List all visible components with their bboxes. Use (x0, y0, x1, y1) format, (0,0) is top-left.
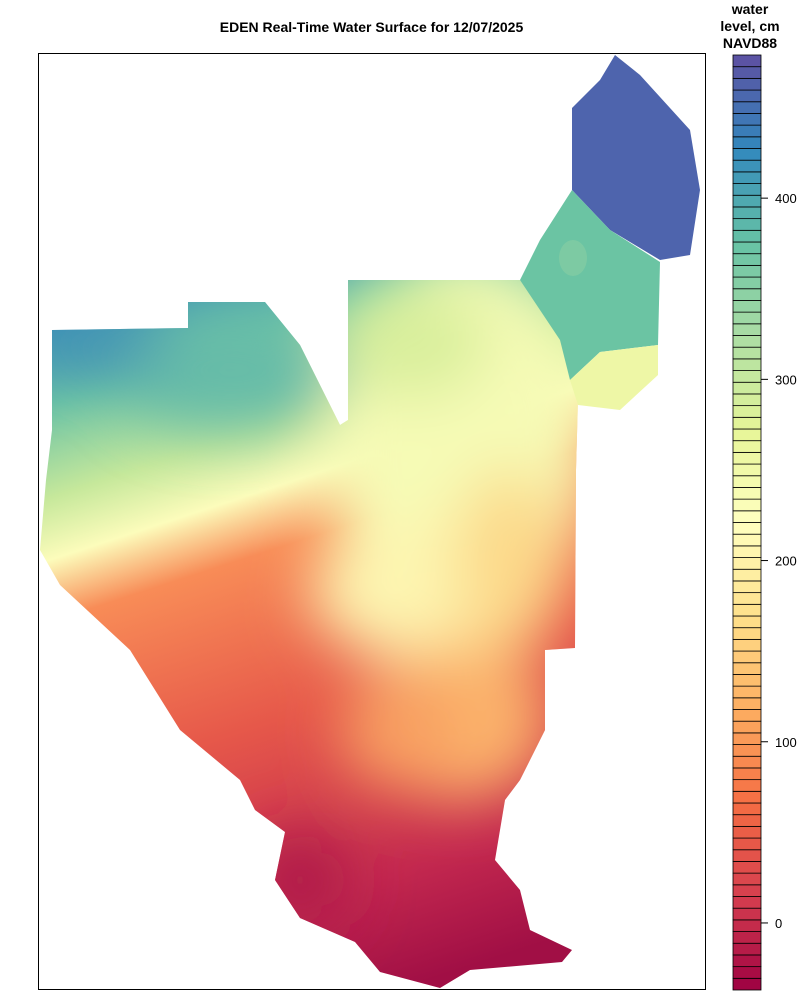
plot-frame (38, 53, 706, 990)
region-east (570, 345, 658, 410)
colorbar-band (732, 779, 762, 792)
colorbar-band (732, 54, 762, 68)
colorbar-band (732, 101, 762, 114)
colorbar-band (732, 218, 762, 231)
colorbar-band (732, 825, 762, 839)
colorbar-tick-label: 200 (775, 554, 797, 569)
colorbar-band (732, 113, 762, 126)
colorbar-band (732, 522, 762, 535)
colorbar-band (732, 592, 762, 605)
colorbar-band (732, 709, 762, 722)
colorbar-tick-label: 300 (775, 372, 797, 387)
colorbar-band (732, 451, 762, 465)
colorbar-band (732, 790, 762, 804)
colorbar-band (732, 931, 762, 944)
colorbar-band (732, 849, 762, 862)
colorbar-band (732, 183, 762, 196)
colorbar-band (732, 206, 762, 220)
colorbar-band (732, 919, 762, 932)
colorbar-tick-label: 100 (775, 735, 797, 750)
colorbar-band (732, 638, 762, 652)
colorbar-band (732, 358, 762, 371)
colorbar-band (732, 346, 762, 360)
colorbar-band (732, 77, 762, 91)
water-surface-main (40, 280, 578, 988)
colorbar-band (732, 241, 762, 255)
colorbar-band (732, 229, 762, 243)
colorbar-band (732, 720, 762, 734)
colorbar-band (732, 148, 762, 161)
colorbar-band (732, 557, 762, 570)
colorbar-band (732, 370, 762, 383)
colorbar-band (732, 884, 762, 897)
colorbar-band (732, 416, 762, 430)
colorbar-band (732, 171, 762, 184)
colorbar-label-line: water (731, 1, 769, 17)
colorbar-band (732, 428, 762, 442)
colorbar-band (732, 440, 762, 453)
region-north-central-east (520, 190, 660, 380)
colorbar-band (732, 288, 762, 301)
colorbar-label: water level, cm NAVD88 (700, 1, 800, 52)
colorbar-band (732, 311, 762, 325)
colorbar-band (732, 685, 762, 699)
colorbar-band (732, 463, 762, 477)
colorbar-band (732, 510, 762, 523)
colorbar-band (732, 253, 762, 266)
colorbar-band (732, 381, 762, 395)
colorbar-band (732, 966, 762, 979)
colorbar-band (732, 650, 762, 664)
colorbar: 0 100 200 300 400 (732, 54, 797, 991)
colorbar-band (732, 837, 762, 851)
colorbar-band (732, 264, 762, 278)
colorbar-band (732, 942, 762, 956)
colorbar-band (732, 697, 762, 710)
colorbar-band (732, 498, 762, 512)
colorbar-band (732, 755, 762, 769)
colorbar-band (732, 954, 762, 968)
colorbar-band (732, 545, 762, 558)
colorbar-band (732, 744, 762, 757)
colorbar-label-line: level, cm (720, 18, 780, 34)
colorbar-band (732, 907, 762, 921)
colorbar-band (732, 977, 762, 991)
colorbar-band (732, 615, 762, 629)
colorbar-band (732, 276, 762, 290)
colorbar-band (732, 603, 762, 617)
colorbar-band (732, 861, 762, 874)
colorbar-band (732, 159, 762, 173)
map-title: EDEN Real-Time Water Surface for 12/07/2… (219, 19, 524, 35)
colorbar-band (732, 814, 762, 827)
colorbar-band (732, 580, 762, 594)
colorbar-band (732, 323, 762, 336)
colorbar-band (732, 405, 762, 418)
colorbar-band (732, 335, 762, 348)
region-northeast (572, 55, 700, 260)
colorbar-tick-label: 400 (775, 191, 797, 206)
colorbar-band (732, 194, 762, 208)
colorbar-label-line: NAVD88 (722, 35, 778, 51)
colorbar-band (732, 393, 762, 407)
colorbar-tick-label: 0 (775, 916, 782, 931)
colorbar-band (732, 66, 762, 79)
colorbar-band (732, 896, 762, 909)
colorbar-band (732, 568, 762, 582)
colorbar-band (732, 732, 762, 745)
colorbar-band (732, 872, 762, 886)
colorbar-band (732, 533, 762, 547)
colorbar-band (732, 475, 762, 488)
colorbar-band (732, 300, 762, 313)
colorbar-band (732, 487, 762, 500)
colorbar-band (732, 767, 762, 781)
colorbar-band (732, 89, 762, 103)
colorbar-band (732, 802, 762, 816)
colorbar-band (732, 662, 762, 675)
colorbar-band (732, 627, 762, 640)
colorbar-band (732, 136, 762, 149)
colorbar-band (732, 674, 762, 687)
colorbar-band (732, 124, 762, 138)
region-highlight (559, 240, 587, 276)
